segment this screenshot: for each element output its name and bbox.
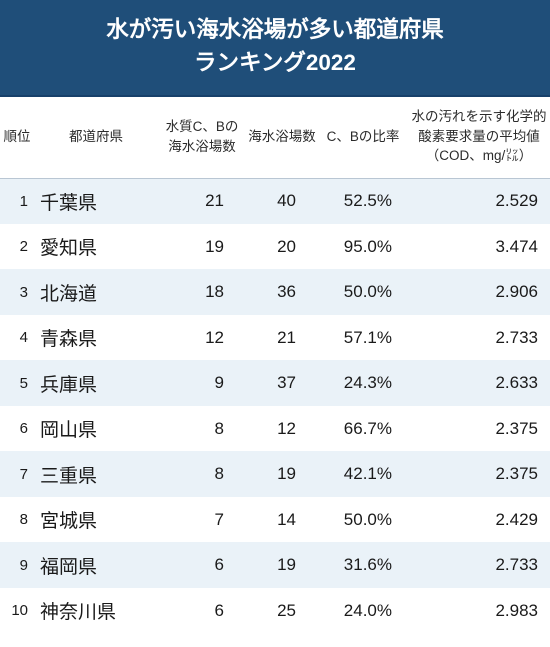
cell-ratio: 52.5% [318, 178, 408, 224]
cell-pref: 千葉県 [34, 178, 158, 224]
cell-total: 36 [246, 269, 318, 315]
title-line-1: 水が汚い海水浴場が多い都道府県 [106, 17, 444, 42]
cell-ratio: 95.0% [318, 224, 408, 270]
col-header-cb: 水質C、Bの海水浴場数 [158, 97, 246, 178]
cell-rank: 1 [0, 178, 34, 224]
cell-total: 40 [246, 178, 318, 224]
col-header-pref: 都道府県 [34, 97, 158, 178]
cell-pref: 三重県 [34, 451, 158, 497]
cell-rank: 4 [0, 315, 34, 361]
cell-cod: 2.906 [408, 269, 550, 315]
title-line-2: ランキング2022 [194, 50, 356, 75]
cell-pref: 神奈川県 [34, 588, 158, 634]
cell-pref: 岡山県 [34, 406, 158, 452]
cell-total: 37 [246, 360, 318, 406]
cell-cod: 2.633 [408, 360, 550, 406]
table-row: 7三重県81942.1%2.375 [0, 451, 550, 497]
table-row: 8宮城県71450.0%2.429 [0, 497, 550, 543]
cell-pref: 兵庫県 [34, 360, 158, 406]
cell-cb: 21 [158, 178, 246, 224]
cell-cb: 8 [158, 451, 246, 497]
cell-cb: 18 [158, 269, 246, 315]
table-row: 6岡山県81266.7%2.375 [0, 406, 550, 452]
table-row: 3北海道183650.0%2.906 [0, 269, 550, 315]
cell-ratio: 66.7% [318, 406, 408, 452]
cell-cod: 2.733 [408, 315, 550, 361]
table-row: 10神奈川県62524.0%2.983 [0, 588, 550, 634]
cell-ratio: 24.0% [318, 588, 408, 634]
cell-ratio: 57.1% [318, 315, 408, 361]
col-header-cod: 水の汚れを示す化学的酸素要求量の平均値（COD、mg/㍑） [408, 97, 550, 178]
cell-cod: 2.733 [408, 542, 550, 588]
col-header-rank: 順位 [0, 97, 34, 178]
cell-pref: 愛知県 [34, 224, 158, 270]
cell-cb: 8 [158, 406, 246, 452]
cell-total: 25 [246, 588, 318, 634]
cell-rank: 7 [0, 451, 34, 497]
table-row: 2愛知県192095.0%3.474 [0, 224, 550, 270]
cell-ratio: 50.0% [318, 269, 408, 315]
cell-cod: 2.529 [408, 178, 550, 224]
cell-total: 21 [246, 315, 318, 361]
table-row: 1千葉県214052.5%2.529 [0, 178, 550, 224]
cell-cb: 12 [158, 315, 246, 361]
cell-rank: 3 [0, 269, 34, 315]
table-body: 1千葉県214052.5%2.5292愛知県192095.0%3.4743北海道… [0, 178, 550, 633]
cell-cod: 2.983 [408, 588, 550, 634]
cell-rank: 5 [0, 360, 34, 406]
cell-cb: 19 [158, 224, 246, 270]
cell-ratio: 24.3% [318, 360, 408, 406]
col-header-total: 海水浴場数 [246, 97, 318, 178]
table-row: 4青森県122157.1%2.733 [0, 315, 550, 361]
cell-rank: 8 [0, 497, 34, 543]
cell-total: 19 [246, 451, 318, 497]
table-row: 9福岡県61931.6%2.733 [0, 542, 550, 588]
cell-cod: 2.429 [408, 497, 550, 543]
cell-pref: 青森県 [34, 315, 158, 361]
cell-cod: 3.474 [408, 224, 550, 270]
cell-cod: 2.375 [408, 406, 550, 452]
cell-cb: 7 [158, 497, 246, 543]
cell-rank: 9 [0, 542, 34, 588]
cell-cb: 6 [158, 542, 246, 588]
table-header-row: 順位 都道府県 水質C、Bの海水浴場数 海水浴場数 C、Bの比率 水の汚れを示す… [0, 97, 550, 178]
cell-cod: 2.375 [408, 451, 550, 497]
cell-rank: 10 [0, 588, 34, 634]
cell-total: 19 [246, 542, 318, 588]
cell-ratio: 50.0% [318, 497, 408, 543]
col-header-ratio: C、Bの比率 [318, 97, 408, 178]
cell-total: 12 [246, 406, 318, 452]
cell-rank: 6 [0, 406, 34, 452]
table-row: 5兵庫県93724.3%2.633 [0, 360, 550, 406]
cell-ratio: 42.1% [318, 451, 408, 497]
ranking-table: 順位 都道府県 水質C、Bの海水浴場数 海水浴場数 C、Bの比率 水の汚れを示す… [0, 97, 550, 633]
cell-pref: 北海道 [34, 269, 158, 315]
cell-cb: 9 [158, 360, 246, 406]
cell-pref: 宮城県 [34, 497, 158, 543]
cell-pref: 福岡県 [34, 542, 158, 588]
cell-total: 20 [246, 224, 318, 270]
cell-cb: 6 [158, 588, 246, 634]
cell-rank: 2 [0, 224, 34, 270]
cell-ratio: 31.6% [318, 542, 408, 588]
title-banner: 水が汚い海水浴場が多い都道府県 ランキング2022 [0, 0, 550, 97]
cell-total: 14 [246, 497, 318, 543]
